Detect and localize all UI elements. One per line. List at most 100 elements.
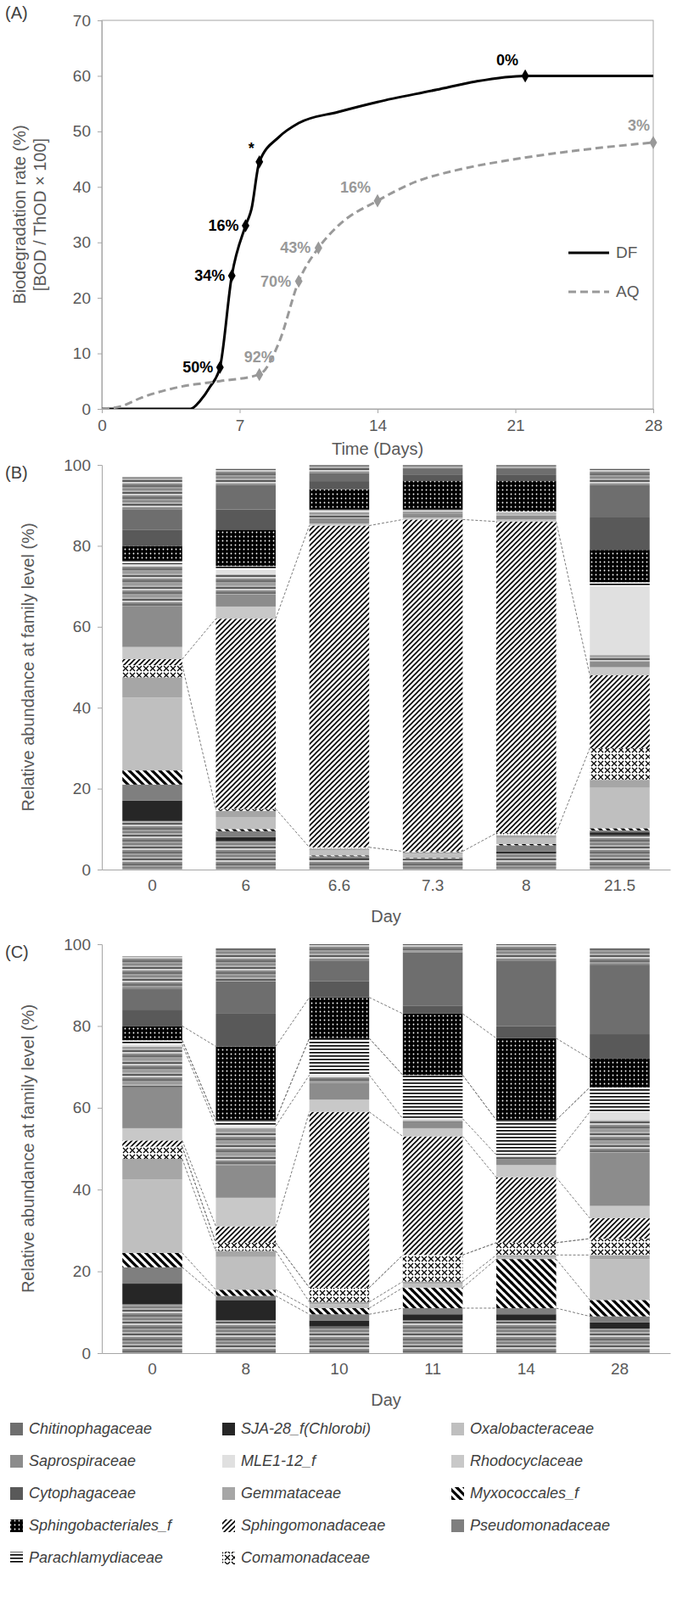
- panel-title: (A): [5, 3, 28, 23]
- connector: [275, 1289, 310, 1309]
- bar-segment: [589, 675, 650, 749]
- tick-label: 21: [506, 416, 525, 435]
- tick-label: 60: [72, 1098, 91, 1117]
- bar-segment: [215, 1242, 276, 1252]
- bar-segment: [122, 784, 183, 801]
- bar-segment: [496, 464, 557, 470]
- tick-label: 6: [240, 876, 251, 895]
- tick-mark: [377, 408, 379, 414]
- tick: 100: [63, 456, 102, 475]
- bar-segment: [402, 1005, 464, 1014]
- bar-segment: [309, 523, 370, 526]
- bar-segment: [496, 944, 557, 961]
- marker: [521, 69, 530, 84]
- bar-segment: [309, 848, 370, 851]
- bar-segment: [496, 1025, 557, 1038]
- tick: 0: [147, 1353, 157, 1378]
- connector: [182, 1040, 217, 1120]
- connector: [556, 1112, 591, 1156]
- bar-segment: [122, 1046, 183, 1088]
- connector: [275, 1038, 310, 1120]
- connector: [369, 1308, 403, 1315]
- bar-segment: [402, 481, 464, 510]
- tick-label: 20: [72, 289, 91, 308]
- marker: [241, 218, 250, 233]
- tick-mark: [97, 1353, 102, 1354]
- x-axis: 07142128: [97, 408, 663, 435]
- connectors: [182, 997, 590, 1317]
- bar-segment: [215, 1013, 276, 1047]
- bar-segment: [309, 997, 370, 1039]
- legend-swatch: [451, 1519, 465, 1533]
- bar-segment: [496, 1254, 557, 1257]
- bar-segment: [122, 545, 183, 560]
- bar-segment: [496, 844, 557, 845]
- tick-label: 21.5: [604, 876, 636, 895]
- axis-line: [102, 1353, 672, 1354]
- tick: 10: [330, 1353, 348, 1378]
- bar-segment: [122, 956, 183, 990]
- tick-mark: [97, 20, 102, 22]
- y-axis-title: [BOD / ThOD × 100]: [30, 138, 50, 291]
- bar-segment: [122, 770, 183, 785]
- bar-segment: [215, 509, 276, 530]
- bar-segment: [215, 618, 276, 809]
- bar-segment: [589, 1328, 650, 1354]
- bar-segment: [122, 647, 183, 660]
- tick: 60: [72, 1098, 102, 1117]
- bar-segment: [496, 519, 557, 521]
- bar-segment: [589, 1254, 650, 1259]
- bar-segment: [402, 853, 464, 858]
- tick-label: 11: [424, 1359, 442, 1378]
- legend-label: Comamonadaceae: [240, 1549, 370, 1567]
- bar-segment: [402, 944, 464, 953]
- tick: 28: [610, 1353, 629, 1378]
- bar-segment: [402, 511, 464, 514]
- bar-segment: [122, 989, 183, 1010]
- bar-segment: [402, 509, 464, 511]
- tick-label: 70: [72, 11, 91, 30]
- bar-segment: [496, 515, 557, 521]
- bar-segment: [309, 1320, 370, 1327]
- connector: [462, 1242, 497, 1255]
- connectors: [182, 519, 590, 851]
- bar-segment: [122, 821, 183, 870]
- panel-title: (B): [5, 463, 28, 482]
- tick-label: 0: [97, 416, 107, 435]
- tick-mark: [97, 545, 102, 547]
- annotation: 70%: [260, 273, 291, 291]
- connector: [556, 1238, 591, 1243]
- bar-segment: [309, 1112, 370, 1288]
- bar-segment: [496, 834, 557, 838]
- legend-label: SJA-28_f(Chlorobi): [240, 1420, 371, 1438]
- tick-label: 20: [72, 1262, 91, 1281]
- legend-label: AQ: [615, 282, 639, 301]
- connector: [182, 1158, 217, 1251]
- bar-segment: [402, 1128, 464, 1137]
- connector: [275, 1038, 310, 1120]
- bar-segment: [309, 509, 370, 512]
- connector: [556, 521, 591, 676]
- tick-mark: [97, 297, 102, 299]
- bar-segment: [215, 606, 276, 619]
- bar-segment: [122, 509, 183, 530]
- legend-swatch: [451, 1422, 465, 1436]
- tick: 8: [240, 1353, 251, 1378]
- connector: [462, 1074, 497, 1120]
- bar-segment: [589, 1112, 650, 1121]
- tick: 6: [240, 869, 251, 895]
- bar-segment: [309, 1303, 370, 1309]
- bar-segment: [589, 485, 650, 518]
- bar-segment: [496, 1154, 557, 1157]
- x-axis: 0810111428: [102, 1353, 672, 1378]
- legend-swatch: [10, 1454, 23, 1468]
- bar-segment: [496, 475, 557, 482]
- tick-label: 10: [72, 344, 91, 363]
- legend-swatch: [222, 1454, 235, 1468]
- connector: [182, 618, 217, 660]
- bar-segment: [309, 1314, 370, 1321]
- tick-mark: [97, 707, 102, 709]
- legend: DFAQ: [568, 243, 639, 301]
- connector: [275, 808, 310, 847]
- tick-mark: [515, 408, 517, 414]
